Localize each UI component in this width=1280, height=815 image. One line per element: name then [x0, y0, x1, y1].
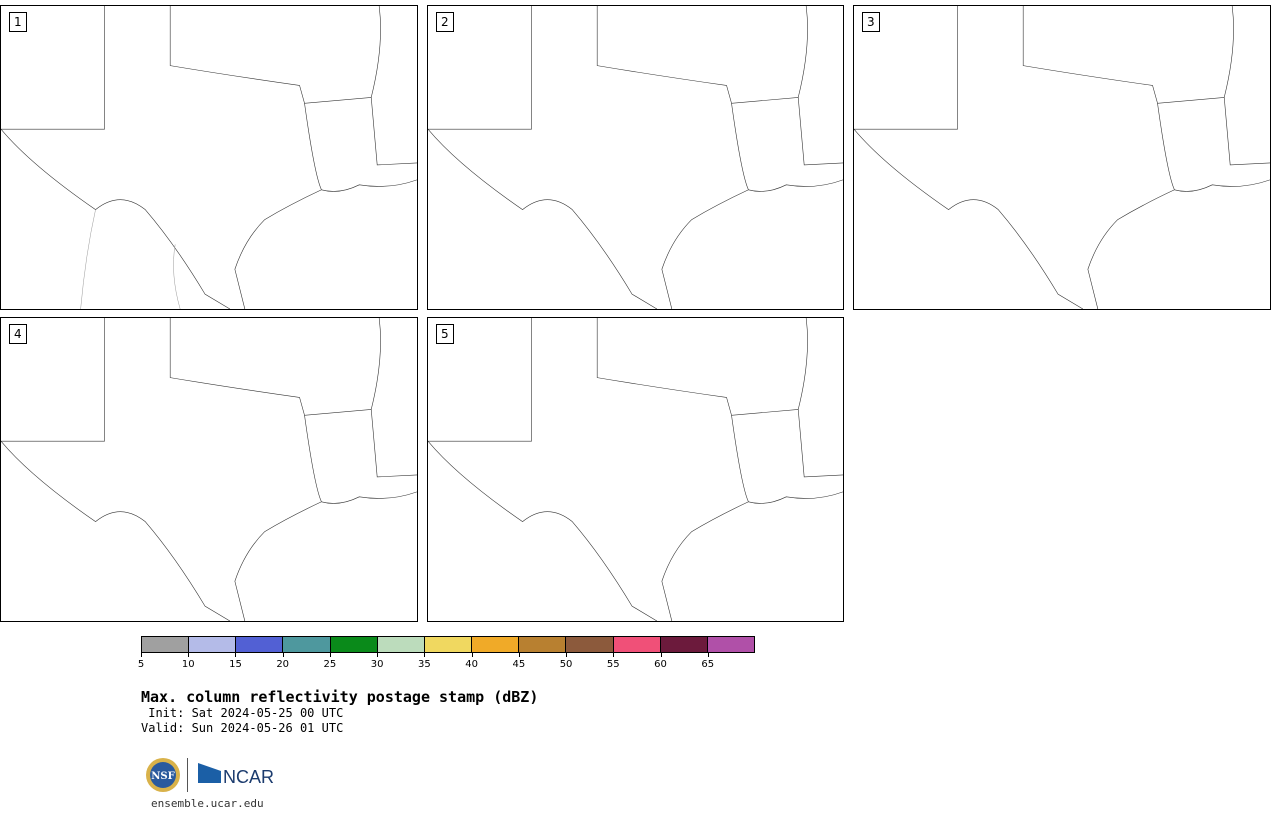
init-time: Init: Sat 2024-05-25 00 UTC	[141, 706, 344, 720]
colorbar-tick	[424, 653, 426, 657]
colorbar-tick-label: 20	[276, 659, 290, 670]
colorbar-tick-label: 15	[229, 659, 242, 670]
map-panel-5	[428, 318, 843, 621]
colorbar-segment	[566, 637, 614, 652]
logo-divider	[187, 758, 188, 792]
colorbar-segment	[330, 637, 378, 652]
colorbar-tick-label: 35	[418, 659, 431, 670]
map-panel-4	[1, 318, 417, 621]
colorbar-tick	[566, 653, 568, 657]
colorbar-tick-label: 10	[181, 659, 195, 670]
colorbar-segment	[142, 637, 190, 652]
colorbar-tick-label: 40	[465, 659, 478, 670]
postage-stamp-1: 1	[0, 5, 418, 310]
colorbar-tick-label: 55	[606, 659, 620, 670]
colorbar-segment	[377, 637, 425, 652]
colorbar-tick	[471, 653, 473, 657]
colorbar-segment	[236, 637, 284, 652]
colorbar-tick-label: 65	[701, 659, 715, 670]
website-url: ensemble.ucar.edu	[151, 797, 264, 810]
colorbar-tick	[660, 653, 662, 657]
colorbar-tick	[141, 653, 142, 657]
colorbar-tick-label: 50	[559, 659, 573, 670]
colorbar-segment	[283, 637, 331, 652]
nsf-logo-text: NSF	[151, 771, 174, 782]
postage-stamp-5: 5	[427, 317, 844, 622]
colorbar-segment	[472, 637, 520, 652]
colorbar-tick	[377, 653, 379, 657]
colorbar-tick-label: 25	[323, 659, 337, 670]
colorbar-tick-label: 45	[512, 659, 526, 670]
colorbar-ticks: 5 10 15 20 25 30 35 40 45 50 55 60 65	[137, 653, 755, 673]
colorbar-tick	[235, 653, 237, 657]
logos: NSF NCAR	[145, 757, 285, 793]
colorbar-tick	[188, 653, 190, 657]
panel-number: 1	[9, 12, 27, 32]
colorbar-tick	[282, 653, 284, 657]
colorbar-tick	[329, 653, 331, 657]
colorbar-tick	[707, 653, 709, 657]
map-panel-2	[428, 6, 843, 309]
nsf-logo-icon: NSF	[146, 758, 180, 792]
panel-number: 3	[862, 12, 880, 32]
map-panel-3	[854, 6, 1270, 309]
colorbar-tick-label: 30	[370, 659, 384, 670]
figure-title: Max. column reflectivity postage stamp (…	[141, 688, 539, 706]
valid-time: Valid: Sun 2024-05-26 01 UTC	[141, 721, 344, 735]
postage-stamp-4: 4	[0, 317, 418, 622]
panel-number: 2	[436, 12, 454, 32]
map-panel-1	[1, 6, 417, 309]
colorbar-segment	[707, 637, 755, 652]
postage-stamp-2: 2	[427, 5, 844, 310]
ncar-logo-text: NCAR	[223, 767, 274, 787]
colorbar-tick-label: 60	[654, 659, 667, 670]
colorbar-segment	[613, 637, 661, 652]
reflectivity-colorbar	[141, 636, 755, 653]
colorbar-tick	[613, 653, 615, 657]
colorbar-segment	[189, 637, 237, 652]
panel-number: 4	[9, 324, 27, 344]
colorbar-segment	[424, 637, 473, 652]
postage-stamp-3: 3	[853, 5, 1271, 310]
ncar-logo-icon: NCAR	[198, 763, 274, 787]
colorbar-segment	[660, 637, 708, 652]
colorbar-tick	[518, 653, 520, 657]
colorbar-tick-label: 5	[137, 659, 145, 670]
colorbar-segment	[519, 637, 567, 652]
panel-number: 5	[436, 324, 454, 344]
